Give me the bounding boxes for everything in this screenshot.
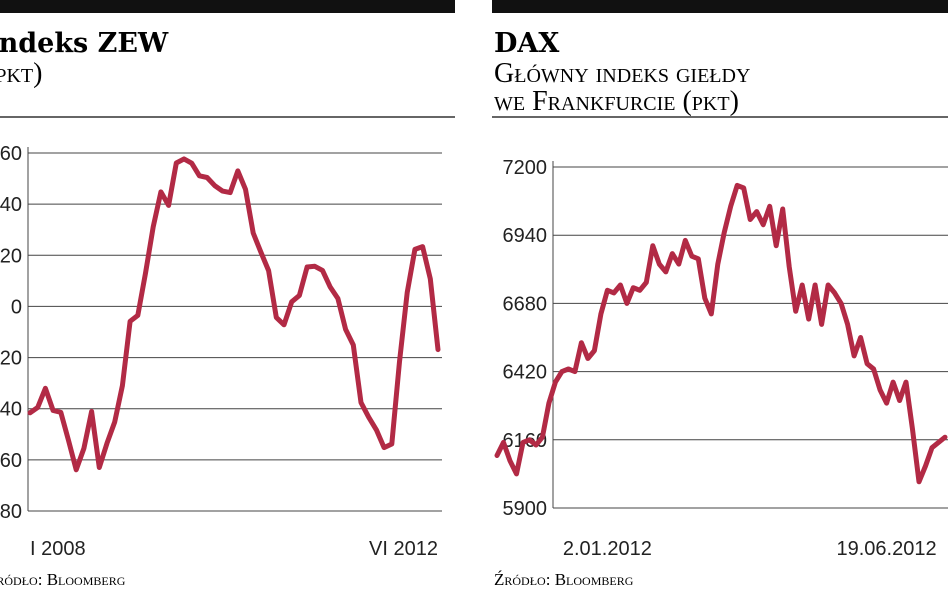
header-bar (492, 0, 948, 13)
data-line (27, 156, 441, 473)
chart-subtitle: Główny indeks giełdy (494, 58, 750, 89)
y-tick-label: -60 (0, 450, 22, 472)
x-tick-label: 2.01.2012 (563, 538, 652, 560)
chart-subtitle: we Frankfurcie (pkt) (494, 86, 739, 117)
y-tick-label: 0 (11, 296, 22, 318)
header-bar (0, 0, 455, 13)
source: Źródło: Bloomberg (0, 570, 126, 589)
y-tick-label: 6940 (503, 225, 548, 247)
source: Źródło: Bloomberg (494, 570, 634, 589)
y-tick-label: 7200 (503, 157, 548, 179)
y-tick-label: 5900 (503, 498, 548, 520)
y-tick-label: 6680 (503, 293, 548, 315)
x-tick-label: 19.06.2012 (837, 538, 937, 560)
y-tick-label: 40 (0, 194, 22, 216)
y-tick-label: -40 (0, 399, 22, 421)
x-tick-label: VI 2012 (369, 538, 438, 560)
data-line (494, 182, 948, 485)
y-tick-label: -80 (0, 501, 22, 523)
chart-title: Indeks ZEW (0, 28, 169, 59)
y-tick-label: 6420 (503, 362, 548, 384)
y-tick-label: 60 (0, 143, 22, 165)
chart-title: DAX (494, 28, 559, 59)
x-tick-label: I 2008 (30, 538, 86, 560)
y-tick-label: -20 (0, 348, 22, 370)
y-tick-label: 20 (0, 245, 22, 267)
chart-subtitle: (pkt) (0, 58, 42, 89)
